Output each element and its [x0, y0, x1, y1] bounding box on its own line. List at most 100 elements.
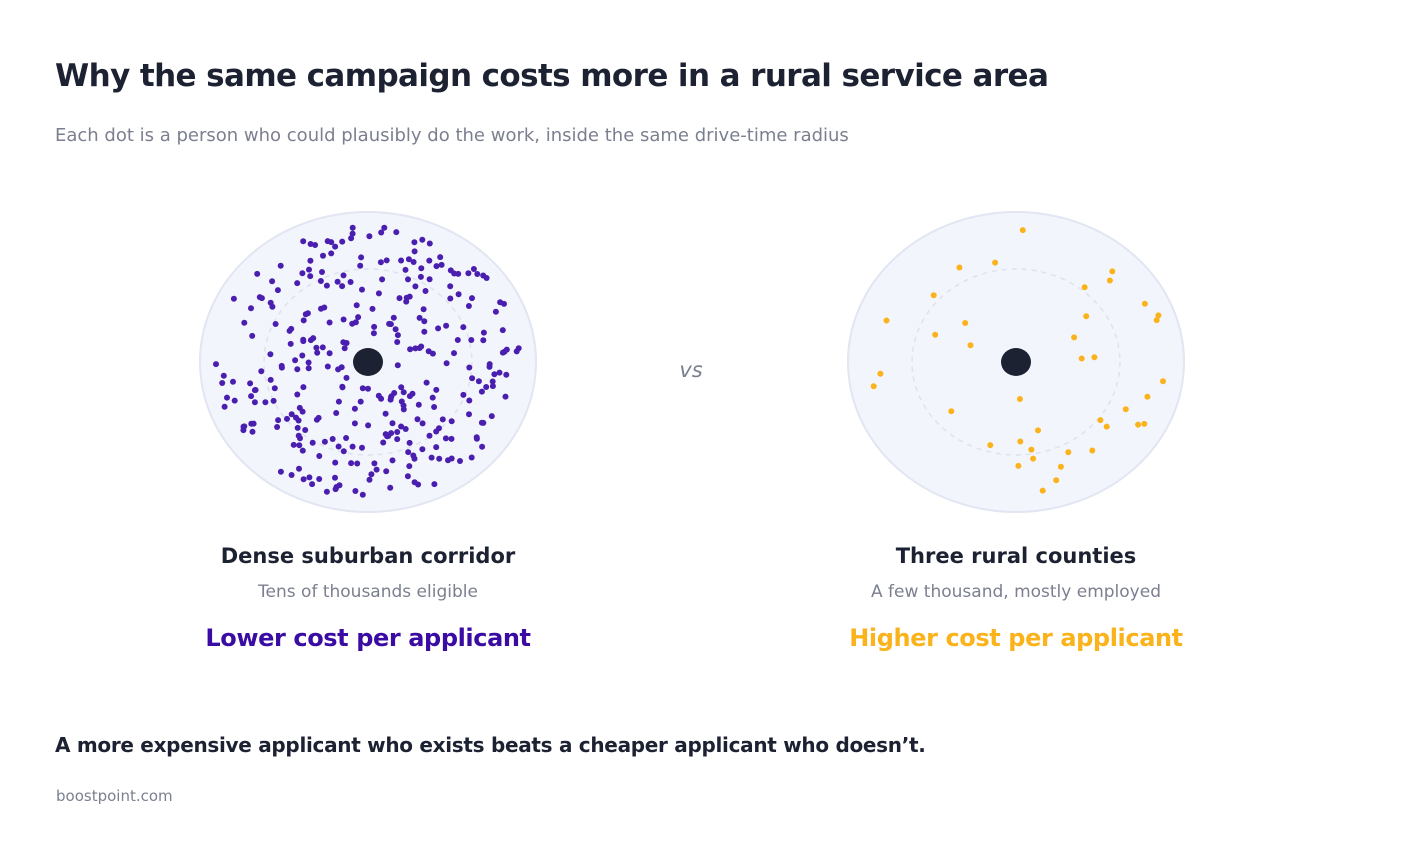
suburban-person-dot [349, 443, 356, 450]
suburban-person-dot [418, 265, 425, 272]
suburban-person-dot [251, 399, 258, 406]
suburban-person-dot [307, 241, 314, 247]
suburban-person-dot [371, 323, 378, 330]
suburban-person-dot [231, 397, 238, 404]
suburban-person-dot [328, 250, 335, 257]
suburban-person-dot [294, 280, 301, 287]
suburban-dot-field [199, 211, 537, 513]
rural-dot-field [847, 211, 1185, 513]
suburban-person-dot [321, 304, 328, 311]
suburban-person-dot [294, 391, 301, 398]
suburban-person-dot [315, 414, 322, 421]
rural-center-marker [1001, 348, 1031, 376]
suburban-person-dot [431, 404, 438, 410]
rural-person-dot [948, 408, 955, 415]
rural-person-dot [1103, 423, 1110, 430]
suburban-person-dot [411, 248, 418, 255]
suburban-person-dot [300, 336, 307, 343]
suburban-person-dot [396, 295, 403, 302]
page-title: Why the same campaign costs more in a ru… [55, 58, 1049, 94]
rural-person-dot [1089, 447, 1096, 454]
suburban-person-dot [241, 319, 248, 326]
rural-person-dot [962, 320, 969, 326]
suburban-person-dot [513, 348, 520, 355]
suburban-person-dot [375, 392, 382, 399]
suburban-person-dot [451, 270, 458, 277]
suburban-person-dot [499, 327, 506, 334]
suburban-person-dot [383, 468, 390, 475]
suburban-person-dot [299, 447, 306, 454]
suburban-person-dot [419, 420, 426, 427]
suburban-person-dot [288, 325, 295, 332]
suburban-person-dot [436, 455, 443, 462]
rural-person-dot [1017, 438, 1024, 445]
rural-person-dot [956, 264, 963, 271]
suburban-person-dot [447, 283, 454, 290]
suburban-person-dot [288, 472, 295, 478]
suburban-person-dot [400, 389, 407, 396]
suburban-person-dot [438, 261, 445, 268]
suburban-person-dot [415, 401, 422, 408]
suburban-person-dot [323, 488, 330, 495]
suburban-person-dot [414, 416, 421, 423]
suburban-person-dot [433, 444, 440, 451]
suburban-person-dot [296, 404, 303, 411]
suburban-person-dot [300, 384, 307, 391]
suburban-person-dot [295, 432, 302, 439]
suburban-person-dot [419, 236, 426, 243]
suburban-person-dot [421, 318, 428, 325]
suburban-person-dot [219, 380, 226, 386]
suburban-person-dot [368, 471, 375, 478]
suburban-person-dot [433, 428, 440, 435]
suburban-person-dot [340, 448, 347, 455]
suburban-person-dot [213, 361, 219, 368]
rural-person-dot [1065, 449, 1072, 456]
rural-person-dot [987, 442, 994, 449]
rural-person-dot [1016, 396, 1023, 402]
suburban-person-dot [299, 270, 306, 277]
panel-caption-suburban: Tens of thousands eligible [258, 582, 478, 602]
panel-suburban: Dense suburban corridor Tens of thousand… [158, 210, 578, 652]
rural-person-dot [1057, 463, 1064, 470]
suburban-person-dot [314, 349, 321, 356]
suburban-person-dot [497, 299, 504, 306]
panel-title-rural: Three rural counties [895, 544, 1137, 568]
suburban-person-dot [402, 266, 409, 273]
suburban-person-dot [479, 443, 486, 450]
suburban-person-dot [486, 363, 493, 370]
suburban-person-dot [503, 371, 510, 378]
rural-inner-ring [911, 268, 1121, 456]
suburban-person-dot [492, 308, 499, 315]
suburban-person-dot [391, 390, 398, 396]
suburban-person-dot [370, 330, 377, 337]
suburban-person-dot [307, 257, 314, 264]
suburban-person-dot [269, 278, 276, 285]
suburban-person-dot [451, 350, 457, 357]
suburban-person-dot [248, 305, 254, 312]
rural-person-dot [1083, 313, 1090, 320]
rural-person-dot [1141, 420, 1148, 427]
suburban-person-dot [332, 243, 339, 250]
rural-person-dot [1144, 393, 1151, 400]
suburban-person-dot [267, 376, 274, 383]
suburban-person-dot [326, 319, 333, 326]
suburban-person-dot [383, 257, 390, 264]
suburban-person-dot [460, 324, 467, 331]
suburban-person-dot [443, 322, 450, 329]
suburban-person-dot [418, 343, 425, 350]
rural-person-dot [1015, 462, 1022, 469]
suburban-person-dot [329, 436, 336, 442]
rural-person-dot [1019, 227, 1026, 234]
suburban-person-dot [351, 420, 358, 427]
suburban-person-dot [351, 405, 358, 412]
rural-person-dot [932, 331, 939, 338]
suburban-person-dot [335, 398, 342, 405]
suburban-person-dot [394, 436, 401, 443]
suburban-person-dot [469, 295, 475, 302]
rural-person-dot [1141, 300, 1148, 307]
rural-person-dot [1106, 277, 1113, 284]
suburban-person-dot [410, 259, 417, 265]
suburban-person-dot [431, 481, 438, 488]
suburban-person-dot [455, 291, 462, 298]
suburban-person-dot [312, 242, 319, 248]
